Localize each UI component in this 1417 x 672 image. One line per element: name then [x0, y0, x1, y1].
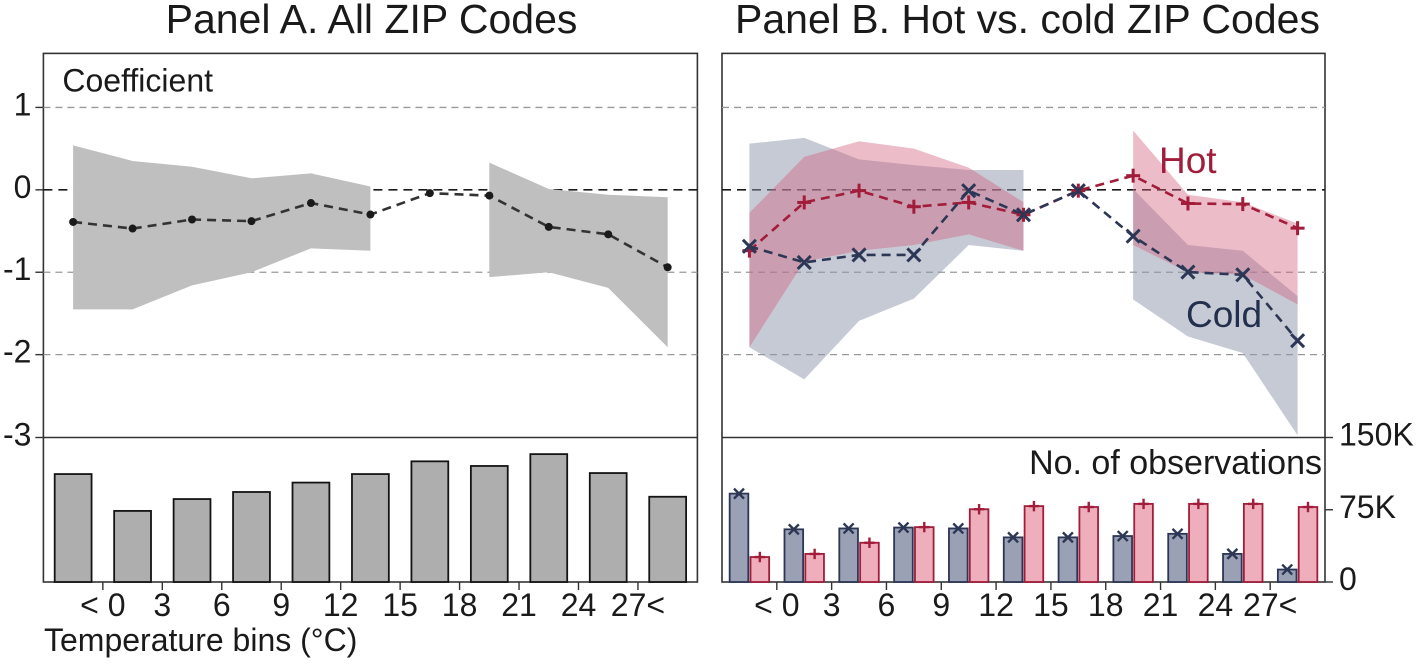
svg-text:18: 18 [442, 587, 478, 623]
svg-text:21: 21 [1143, 587, 1179, 623]
svg-text:24: 24 [1198, 587, 1234, 623]
svg-text:27<: 27< [611, 587, 665, 623]
svg-text:-3: -3 [3, 417, 31, 453]
svg-text:9: 9 [272, 587, 290, 623]
svg-text:Coefficient: Coefficient [62, 62, 213, 98]
svg-text:0: 0 [1339, 561, 1357, 597]
svg-text:Cold: Cold [1186, 294, 1262, 335]
svg-text:-1: -1 [3, 251, 31, 287]
svg-text:24: 24 [561, 587, 597, 623]
svg-text:9: 9 [932, 587, 950, 623]
svg-text:3: 3 [153, 587, 171, 623]
svg-text:< 0: < 0 [80, 587, 125, 623]
svg-text:15: 15 [382, 587, 418, 623]
svg-text:6: 6 [213, 587, 231, 623]
svg-text:3: 3 [823, 587, 841, 623]
svg-text:75K: 75K [1339, 489, 1396, 525]
svg-text:12: 12 [978, 587, 1014, 623]
svg-text:6: 6 [878, 587, 896, 623]
svg-text:< 0: < 0 [754, 587, 799, 623]
svg-text:15: 15 [1033, 587, 1069, 623]
svg-text:-2: -2 [3, 334, 31, 370]
svg-text:No. of observations: No. of observations [1029, 444, 1322, 482]
svg-text:1: 1 [14, 86, 32, 122]
svg-text:27<: 27< [1243, 587, 1297, 623]
svg-text:Hot: Hot [1159, 140, 1217, 181]
svg-text:150K: 150K [1339, 417, 1414, 453]
svg-text:21: 21 [501, 587, 537, 623]
svg-text:0: 0 [14, 169, 32, 205]
svg-text:12: 12 [323, 587, 359, 623]
svg-text:18: 18 [1088, 587, 1124, 623]
